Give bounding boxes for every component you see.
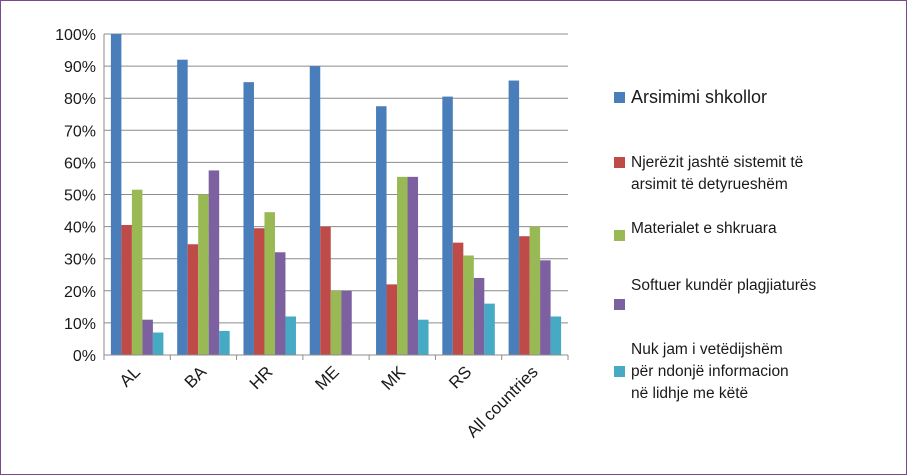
- bar-2-mk: [397, 176, 408, 355]
- bar-0-rs: [442, 96, 453, 355]
- legend-swatch-3: [614, 299, 625, 310]
- bar-1-ba: [187, 244, 199, 355]
- legend-swatch-0: [614, 92, 625, 103]
- bar-1-hr: [253, 228, 265, 355]
- bar-3-me: [341, 290, 352, 355]
- legend-item-2: Materialet e shkruara: [614, 218, 777, 241]
- x-tick-label: All countries: [463, 362, 542, 441]
- legend-swatch-1: [614, 157, 625, 168]
- x-tick-label: ME: [311, 362, 342, 393]
- y-tick-label: 70%: [64, 123, 96, 140]
- bar-4-ba: [219, 330, 230, 355]
- bar-2-al: [131, 189, 143, 355]
- bar-2-ba: [198, 194, 209, 355]
- x-tick-label: BA: [181, 362, 211, 392]
- bar-2-all-countries: [529, 226, 541, 355]
- bar-0-me: [309, 66, 321, 355]
- bar-0-ba: [177, 59, 188, 356]
- legend-label-1: Njerëzit jashtë sistemit të arsimit të d…: [631, 154, 804, 193]
- bar-3-al: [142, 319, 153, 355]
- bar-3-rs: [473, 277, 485, 355]
- x-tick-label: RS: [445, 362, 475, 392]
- bar-1-mk: [386, 284, 398, 355]
- y-tick-label: 0%: [73, 348, 96, 365]
- bar-0-hr: [243, 82, 254, 356]
- bar-1-al: [121, 224, 132, 355]
- y-tick-label: 10%: [64, 316, 96, 333]
- legend-label-0: Arsimimi shkollor: [631, 87, 768, 107]
- bar-1-rs: [452, 242, 464, 355]
- bar-3-hr: [274, 252, 286, 355]
- x-tick-label: MK: [378, 362, 410, 394]
- x-tick-label: HR: [246, 362, 277, 393]
- y-tick-label: 20%: [64, 284, 96, 301]
- bar-3-ba: [208, 170, 220, 355]
- y-tick-label: 80%: [64, 91, 96, 108]
- y-tick-label: 30%: [64, 252, 96, 269]
- legend-item-0: Arsimimi shkollor: [614, 86, 767, 108]
- bar-1-all-countries: [519, 236, 530, 355]
- bar-4-all-countries: [550, 316, 562, 355]
- bar-4-hr: [285, 316, 296, 355]
- bar-4-al: [152, 332, 164, 355]
- bar-2-rs: [463, 255, 474, 355]
- legend-item-1: Njerëzit jashtë sistemit të arsimit të d…: [614, 152, 803, 196]
- bar-3-all-countries: [540, 260, 551, 355]
- bar-3-mk: [407, 176, 419, 355]
- legend-label-4: Nuk jam i vetëdijshëm për ndonjë informa…: [631, 341, 789, 402]
- y-tick-label: 100%: [55, 27, 96, 44]
- legend-item-4: Nuk jam i vetëdijshëm për ndonjë informa…: [614, 339, 789, 405]
- bar-2-hr: [264, 212, 275, 355]
- legend-swatch-4: [614, 366, 625, 377]
- bar-4-rs: [484, 303, 495, 355]
- y-tick-label: 60%: [64, 155, 96, 172]
- legend-swatch-2: [614, 230, 625, 241]
- x-tick-label: AL: [116, 362, 144, 390]
- legend-label-2: Materialet e shkruara: [631, 220, 777, 237]
- bar-0-mk: [376, 106, 387, 355]
- legend-item-3: Softuer kundër plagjiaturës: [614, 275, 816, 310]
- legend-label-3: Softuer kundër plagjiaturës: [631, 277, 817, 294]
- bar-0-all-countries: [508, 80, 520, 356]
- bar-2-me: [330, 290, 342, 355]
- bar-0-al: [110, 34, 122, 355]
- bar-4-mk: [418, 319, 429, 355]
- y-tick-label: 50%: [64, 188, 96, 205]
- bar-1-me: [320, 226, 331, 355]
- y-tick-label: 40%: [64, 220, 96, 237]
- y-tick-label: 90%: [64, 59, 96, 76]
